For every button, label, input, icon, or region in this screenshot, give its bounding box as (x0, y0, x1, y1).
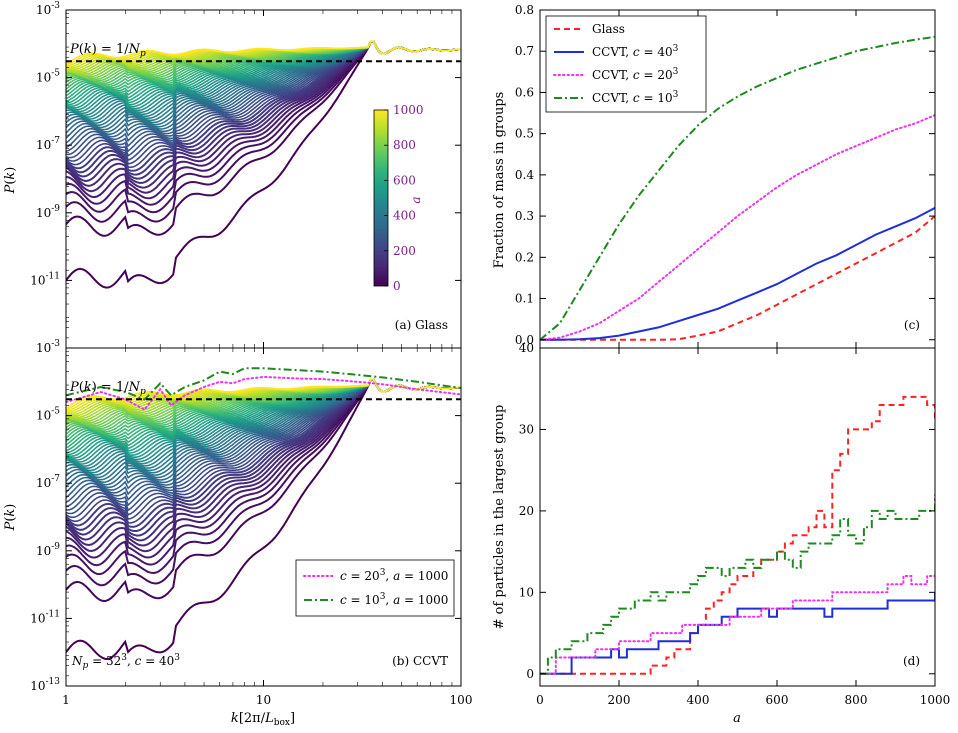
x-tick-label: 1 (62, 693, 70, 707)
legend-label-ccvt40: CCVT, c = 403 (592, 44, 679, 59)
panel-b-ccvt-power-spectrum: 10-13 10-11 10-9 10-7 10-5 10-3 1 10 100 P(k) = … (3, 339, 472, 728)
y-tick-label: 30 (519, 422, 534, 436)
panel-b-annotation: Np = 323, c = 403 (71, 653, 180, 671)
y-tick-label: 0.4 (515, 168, 534, 182)
series-line-c20 (66, 375, 461, 411)
panel-b-ylabel: P(k) (3, 504, 18, 532)
y-tick-label: 10-7 (36, 136, 60, 152)
panel-a-glass-power-spectrum: 10-11 10-9 10-7 10-5 10-3 P(k) = 1/Np P(k) (… (3, 1, 462, 349)
panel-c-legend: Glass CCVT, c = 403 CCVT, c = 203 CCVT, … (545, 15, 707, 113)
panel-c-ticks: 0.0 0.1 0.2 0.3 0.4 0.5 0.6 0.7 0.8 (515, 3, 936, 348)
y-tick-label: 10-5 (36, 69, 60, 85)
panel-b-legend-box (295, 559, 455, 617)
y-tick-label: 10 (519, 585, 534, 599)
panel-b-legend: c = 203, a = 1000 c = 103, a = 1000 (295, 559, 455, 617)
y-tick-label: 0.5 (515, 127, 534, 141)
panel-c-mass-fraction: 0.0 0.1 0.2 0.3 0.4 0.5 0.6 0.7 0.8 Fraction of … (492, 3, 936, 349)
legend-label-c10: c = 103, a = 1000 (340, 592, 448, 607)
y-tick-label: 10-9 (36, 542, 60, 558)
colorbar-tick-label: 200 (393, 244, 416, 258)
panel-d-ylabel: # of particles in the largest group (492, 405, 507, 630)
y-tick-label: 10-7 (36, 474, 60, 490)
panel-d-frame (539, 347, 936, 687)
colorbar-tick-label: 400 (393, 209, 416, 223)
panel-d-tag: (d) (903, 654, 920, 668)
spectrum-curve (66, 40, 461, 66)
colorbar-tick-label: 0 (393, 279, 401, 293)
colorbar-tick-label: 800 (393, 138, 416, 152)
legend-label-ccvt10: CCVT, c = 103 (592, 90, 679, 105)
series-line-ccvt10 (540, 35, 935, 341)
y-tick-label: 0.8 (515, 3, 534, 17)
y-tick-label: 20 (519, 504, 534, 518)
y-tick-label: 40 (519, 341, 534, 355)
panel-a-spectra (66, 40, 461, 289)
x-tick-label: 200 (608, 693, 631, 707)
panel-a-reference-label: P(k) = 1/Np (69, 42, 146, 59)
legend-label-c20: c = 203, a = 1000 (340, 568, 448, 583)
series-line-glass (540, 215, 935, 341)
series-line-ccvt10 (540, 494, 935, 675)
panel-a-ylabel: P(k) (3, 167, 18, 195)
panel-b-tag: (b) CCVT (392, 654, 448, 668)
x-tick-label: 400 (687, 693, 710, 707)
panel-c-series (540, 35, 935, 341)
colorbar-tick-label: 1000 (393, 103, 424, 117)
y-tick-label: 0.7 (515, 44, 534, 58)
series-line-c10 (66, 367, 461, 401)
panel-b-reference-label: P(k) = 1/Np (69, 380, 146, 397)
series-line-ccvt20 (540, 114, 935, 341)
y-tick-label: 0.6 (515, 85, 534, 99)
x-tick-label: 100 (450, 693, 473, 707)
y-tick-label: 0.3 (515, 209, 534, 223)
y-tick-label: 10-3 (36, 339, 60, 355)
legend-label-glass: Glass (592, 22, 625, 36)
x-tick-label: 800 (845, 693, 868, 707)
y-tick-label: 0.2 (515, 250, 534, 264)
series-line-ccvt40 (540, 207, 935, 341)
panel-b-comparison-series (66, 367, 461, 411)
panel-b-spectra (66, 378, 461, 661)
colorbar-tick-label: 600 (393, 173, 416, 187)
panel-c-ylabel: Fraction of mass in groups (492, 92, 507, 269)
panel-d-series (540, 395, 935, 675)
x-tick-label: 0 (536, 693, 544, 707)
panel-a-tag: (a) Glass (395, 318, 448, 332)
series-line-ccvt40 (540, 592, 935, 675)
legend-label-ccvt20: CCVT, c = 203 (592, 67, 679, 82)
x-tick-label: 1000 (920, 693, 951, 707)
y-tick-label: 10-9 (36, 204, 60, 220)
y-tick-label: 0 (526, 667, 534, 681)
y-tick-label: 10-3 (36, 1, 60, 17)
panel-c-legend-box (545, 15, 707, 113)
series-line-ccvt20 (540, 575, 935, 675)
colorbar-bar (373, 109, 389, 287)
colorbar-label: a (409, 196, 423, 203)
panel-c-tag: (c) (904, 318, 920, 332)
x-tick-label: 10 (256, 693, 271, 707)
colorbar: 0 200 400 600 800 1000 a (373, 103, 424, 293)
y-tick-label: 10-13 (30, 677, 60, 693)
panel-d-xlabel: a (733, 711, 741, 726)
x-tick-label: 600 (766, 693, 789, 707)
panel-a-ticks: 10-11 10-9 10-7 10-5 10-3 (30, 1, 462, 349)
panel-b-xlabel: k[2π/Lbox] (231, 711, 295, 728)
y-tick-label: 0.0 (515, 333, 534, 347)
y-tick-label: 10-11 (30, 271, 60, 287)
y-tick-label: 10-5 (36, 407, 60, 423)
colorbar-ticks: 0 200 400 600 800 1000 (384, 103, 424, 293)
y-tick-label: 0.1 (515, 292, 534, 306)
y-tick-label: 10-11 (30, 609, 60, 625)
panel-b-ticks: 10-13 10-11 10-9 10-7 10-5 10-3 1 10 100 (30, 339, 472, 707)
